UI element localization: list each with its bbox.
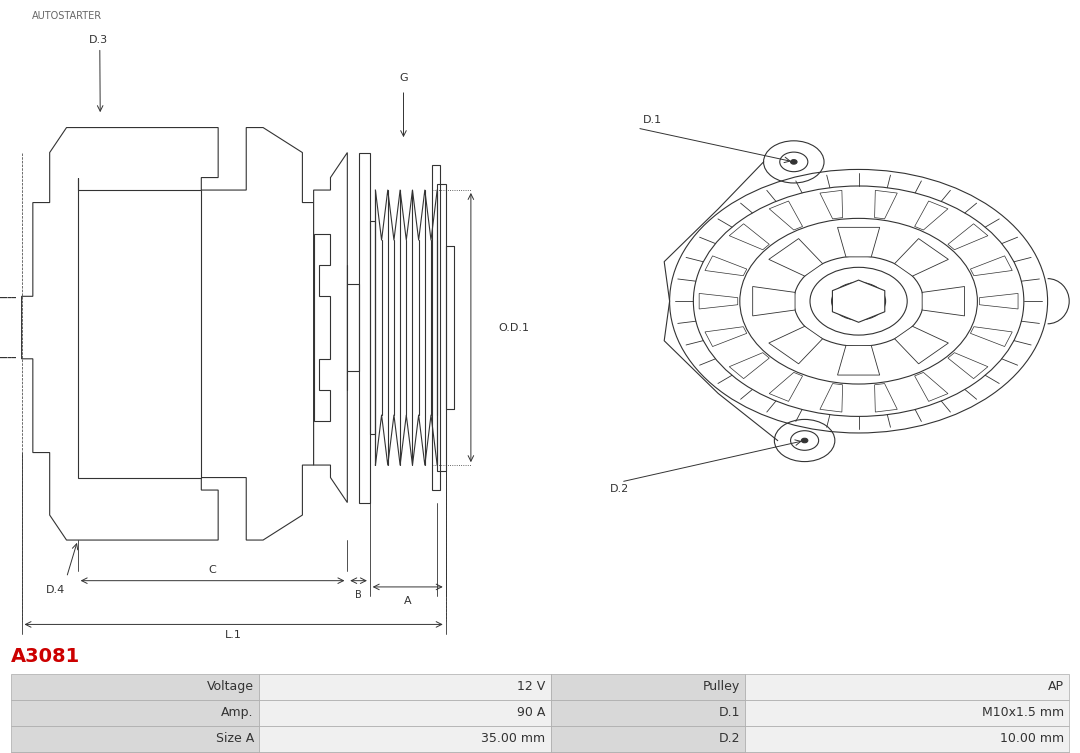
Polygon shape xyxy=(705,327,746,346)
Bar xyxy=(745,751,1069,753)
Text: A3081: A3081 xyxy=(11,648,80,666)
Text: Amp.: Amp. xyxy=(221,706,254,719)
Bar xyxy=(745,674,1069,700)
Polygon shape xyxy=(78,178,201,477)
Circle shape xyxy=(791,160,797,164)
Text: B: B xyxy=(355,590,362,599)
Text: C: C xyxy=(208,565,216,575)
Text: D.2: D.2 xyxy=(610,484,630,495)
Bar xyxy=(551,751,745,753)
Text: ━━━━: ━━━━ xyxy=(0,294,16,300)
Circle shape xyxy=(801,438,808,443)
Polygon shape xyxy=(729,352,769,379)
Polygon shape xyxy=(875,191,897,219)
Bar xyxy=(259,700,551,726)
Polygon shape xyxy=(837,227,880,257)
Text: Pulley: Pulley xyxy=(703,681,740,694)
Polygon shape xyxy=(769,373,802,401)
Bar xyxy=(437,184,446,471)
Polygon shape xyxy=(922,286,964,316)
Bar xyxy=(11,700,259,726)
Polygon shape xyxy=(915,201,948,230)
Polygon shape xyxy=(313,234,330,422)
Polygon shape xyxy=(980,294,1018,309)
Text: AUTOSTARTER: AUTOSTARTER xyxy=(32,11,103,21)
Text: G: G xyxy=(400,72,408,83)
Polygon shape xyxy=(837,346,880,375)
Text: D.2: D.2 xyxy=(718,733,740,745)
Text: Voltage: Voltage xyxy=(206,681,254,694)
Text: AP: AP xyxy=(1048,681,1064,694)
Bar xyxy=(432,165,440,490)
Polygon shape xyxy=(875,383,897,412)
Bar xyxy=(11,726,259,751)
Text: 35.00 mm: 35.00 mm xyxy=(482,733,545,745)
Text: 90 A: 90 A xyxy=(517,706,545,719)
Polygon shape xyxy=(820,191,842,219)
Polygon shape xyxy=(894,239,948,276)
Text: 10.00 mm: 10.00 mm xyxy=(1000,733,1064,745)
Polygon shape xyxy=(313,153,348,502)
Polygon shape xyxy=(971,256,1012,276)
Bar xyxy=(11,751,259,753)
Text: O.D.1: O.D.1 xyxy=(498,322,529,333)
Polygon shape xyxy=(769,201,802,230)
Polygon shape xyxy=(948,352,988,379)
Polygon shape xyxy=(769,326,823,364)
Bar xyxy=(359,153,369,502)
Polygon shape xyxy=(699,294,738,309)
Polygon shape xyxy=(971,327,1012,346)
Bar xyxy=(745,726,1069,751)
Bar xyxy=(551,700,745,726)
Text: D.1: D.1 xyxy=(643,115,662,126)
Polygon shape xyxy=(705,256,746,276)
Bar xyxy=(551,674,745,700)
Polygon shape xyxy=(22,127,313,540)
Text: L.1: L.1 xyxy=(225,630,242,641)
Polygon shape xyxy=(894,326,948,364)
Text: D.3: D.3 xyxy=(89,35,108,45)
Polygon shape xyxy=(833,280,885,322)
Text: ━━━━: ━━━━ xyxy=(0,355,16,361)
Text: A: A xyxy=(404,596,411,606)
Text: D.4: D.4 xyxy=(46,585,66,595)
Text: Size A: Size A xyxy=(216,733,254,745)
Text: M10x1.5 mm: M10x1.5 mm xyxy=(982,706,1064,719)
Bar xyxy=(259,726,551,751)
Bar xyxy=(369,221,376,434)
Polygon shape xyxy=(820,383,842,412)
Bar xyxy=(551,726,745,751)
Bar xyxy=(259,674,551,700)
Polygon shape xyxy=(729,224,769,250)
Bar xyxy=(32,303,53,352)
Bar xyxy=(745,700,1069,726)
Polygon shape xyxy=(769,239,823,276)
Text: D.1: D.1 xyxy=(718,706,740,719)
Polygon shape xyxy=(915,373,948,401)
Bar xyxy=(11,674,259,700)
Polygon shape xyxy=(948,224,988,250)
Text: 12 V: 12 V xyxy=(517,681,545,694)
Bar xyxy=(259,751,551,753)
Polygon shape xyxy=(753,286,795,316)
